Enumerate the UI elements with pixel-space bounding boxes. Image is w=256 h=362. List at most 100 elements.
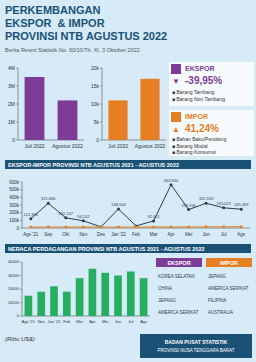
tick-label: 100k — [9, 218, 20, 223]
tick — [20, 228, 22, 229]
tick-label: Ags '21 — [22, 319, 36, 324]
tick-label: 400k — [9, 195, 20, 200]
tick-label: 0 — [17, 313, 20, 318]
tick — [20, 197, 22, 198]
point — [240, 225, 243, 228]
bar — [76, 278, 84, 316]
tick-label: 0 — [96, 137, 99, 143]
plot-area — [29, 183, 242, 228]
annotation: BADAN PUSAT STATISTIK — [165, 339, 228, 345]
annotation: -39,95% — [185, 75, 222, 86]
bar — [127, 271, 135, 316]
tick-label: Nov — [79, 232, 88, 237]
tick — [20, 275, 22, 276]
tick-label: 3M — [8, 83, 15, 89]
tick-label: Ags — [140, 319, 147, 324]
tick-label: Ags — [237, 232, 246, 237]
logo-box — [140, 334, 252, 358]
annotation: ▲ — [172, 125, 180, 134]
tick — [100, 104, 102, 105]
annotation: ▼ — [172, 77, 180, 86]
tick-label: Mar — [76, 319, 84, 324]
tick-label: 4M — [8, 65, 15, 71]
data-label: 563.940 — [164, 178, 179, 183]
annotation: 41,24% — [185, 123, 219, 134]
label-box — [206, 258, 252, 267]
tick-label: 600k — [9, 180, 20, 185]
data-label: 248.504 — [111, 202, 126, 207]
section-header — [5, 244, 251, 253]
tick-label: Mar — [150, 232, 158, 237]
point — [222, 225, 225, 228]
tick-label: Jul — [221, 232, 227, 237]
tick-label: 200k — [9, 210, 20, 215]
point — [170, 226, 173, 228]
tick-label: Jan '22 — [48, 319, 62, 324]
tick-label: Apr — [89, 319, 96, 324]
annotation: KOREA SELATAN — [158, 274, 195, 279]
data-label: 322.633 — [199, 196, 214, 201]
tick — [100, 122, 102, 123]
stat-box — [169, 62, 254, 106]
plot-area — [25, 269, 148, 316]
point — [222, 206, 225, 209]
chart-title: EKSPOR-IMPOR PROVINSI NTB AGUSTUS 2021 -… — [8, 162, 179, 168]
bar — [58, 100, 78, 140]
annotation: ■ Barang Non Tambang — [172, 96, 225, 102]
bar — [140, 79, 159, 140]
plot-area — [108, 79, 159, 140]
annotation: CHINA — [158, 286, 172, 291]
stat-swatch — [171, 112, 181, 122]
tick-label: 300k — [9, 203, 20, 208]
point — [152, 225, 155, 228]
bar — [114, 276, 122, 317]
tick-label: Apr — [168, 232, 176, 237]
tick-label: Nov — [38, 319, 45, 324]
annotation: JEPANG — [208, 274, 226, 279]
tick — [16, 86, 18, 87]
tick-label: Jun — [115, 319, 121, 324]
annotation: ■ Barang Tambang — [172, 89, 215, 95]
annotation: ■ Barang Modal — [172, 143, 208, 149]
tick — [100, 140, 102, 141]
point — [117, 226, 120, 228]
annotation: EKSPOR — [185, 65, 215, 72]
tick — [16, 140, 18, 141]
point — [187, 225, 190, 228]
annotation: IMPOR — [220, 260, 238, 266]
title: PROVINSI NTB AGUSTUS 2022 — [5, 30, 167, 42]
bar — [89, 269, 97, 316]
tick-label: 2M — [8, 101, 15, 107]
infographic: PERKEMBANGANEKSPOR & IMPORPROVINSI NTB A… — [0, 0, 256, 362]
tick-label: Jan '22 — [111, 232, 126, 237]
bar — [50, 286, 58, 316]
point — [64, 226, 67, 228]
tick — [20, 289, 22, 290]
tick — [100, 68, 102, 69]
data-label: 321.680 — [41, 196, 56, 201]
tick-label: 15k — [91, 83, 100, 89]
tick-label: Ags '21 — [23, 232, 38, 237]
tick — [100, 86, 102, 87]
tick-label: Des — [97, 232, 106, 237]
title: PERKEMBANGAN — [5, 4, 100, 16]
data-label: 263.022 — [216, 201, 231, 206]
tick — [20, 189, 22, 190]
point — [47, 226, 50, 228]
stat-box — [169, 110, 254, 156]
annotation: ■ Barang Konsumsi — [172, 149, 216, 155]
axes: 01M2M3M4MJuli 2022Agustus 2022 — [8, 65, 84, 149]
point — [29, 217, 32, 220]
tick — [20, 182, 22, 183]
data-label: 92.001 — [147, 214, 160, 219]
tick-label: Feb — [63, 319, 71, 324]
bar — [25, 77, 45, 140]
bar — [108, 100, 127, 140]
tick — [20, 262, 22, 263]
tick-label: Jul — [128, 319, 133, 324]
point — [135, 226, 138, 228]
point — [117, 207, 120, 210]
tick-label: 5k — [94, 119, 100, 125]
tick-label: Feb — [132, 232, 140, 237]
line — [31, 185, 241, 227]
